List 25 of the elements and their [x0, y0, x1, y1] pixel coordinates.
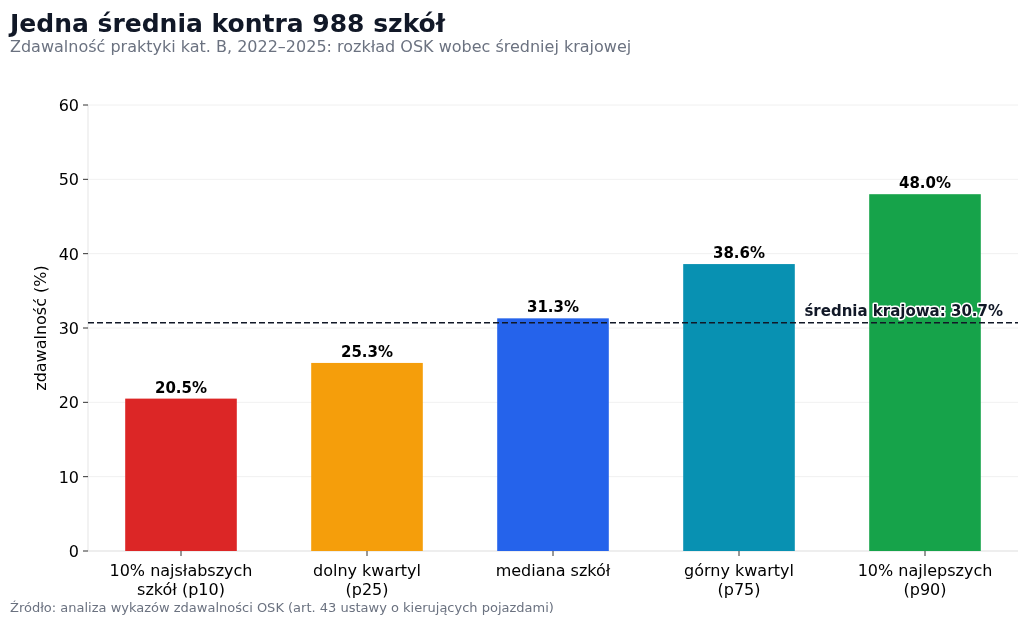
bar	[125, 398, 237, 551]
y-tick-label: 20	[58, 393, 79, 413]
x-tick-label: górny kwartyl (p75)	[684, 561, 794, 599]
y-tick-label: 60	[58, 96, 79, 115]
x-tick-label: mediana szkół	[495, 561, 611, 580]
bar	[497, 318, 609, 551]
chart-title: Jedna średnia kontra 988 szkół	[8, 9, 446, 38]
y-tick-label: 0	[68, 542, 79, 561]
data-label: 20.5%	[154, 378, 208, 397]
y-tick-label: 30	[58, 319, 79, 338]
data-label: 31.3%	[526, 298, 580, 317]
data-label: 25.3%	[340, 342, 394, 361]
y-tick-label: 50	[58, 170, 79, 190]
y-tick-label: 10	[58, 467, 79, 487]
y-tick-label: 40	[58, 244, 79, 264]
y-axis-title: zdawalność (%)	[31, 265, 50, 391]
x-tick-label: dolny kwartyl (p25)	[312, 561, 422, 599]
x-tick-label: 10% najsłabszych szkół (p10)	[109, 561, 253, 599]
bar	[311, 362, 423, 551]
text: Źródło: analiza wykazów zdawalności OSK (art. 43 ustawy o kierujących pojazdami)	[10, 600, 554, 615]
bar	[683, 264, 795, 551]
chart-subtitle: Zdawalność praktyki kat. B, 2022–2025: rozkład OSK wobec średniej krajowej	[10, 37, 632, 56]
data-label: 48.0%	[898, 174, 952, 193]
data-label: 38.6%	[712, 244, 766, 263]
x-tick-label: 10% najlepszych (p90)	[857, 561, 993, 599]
